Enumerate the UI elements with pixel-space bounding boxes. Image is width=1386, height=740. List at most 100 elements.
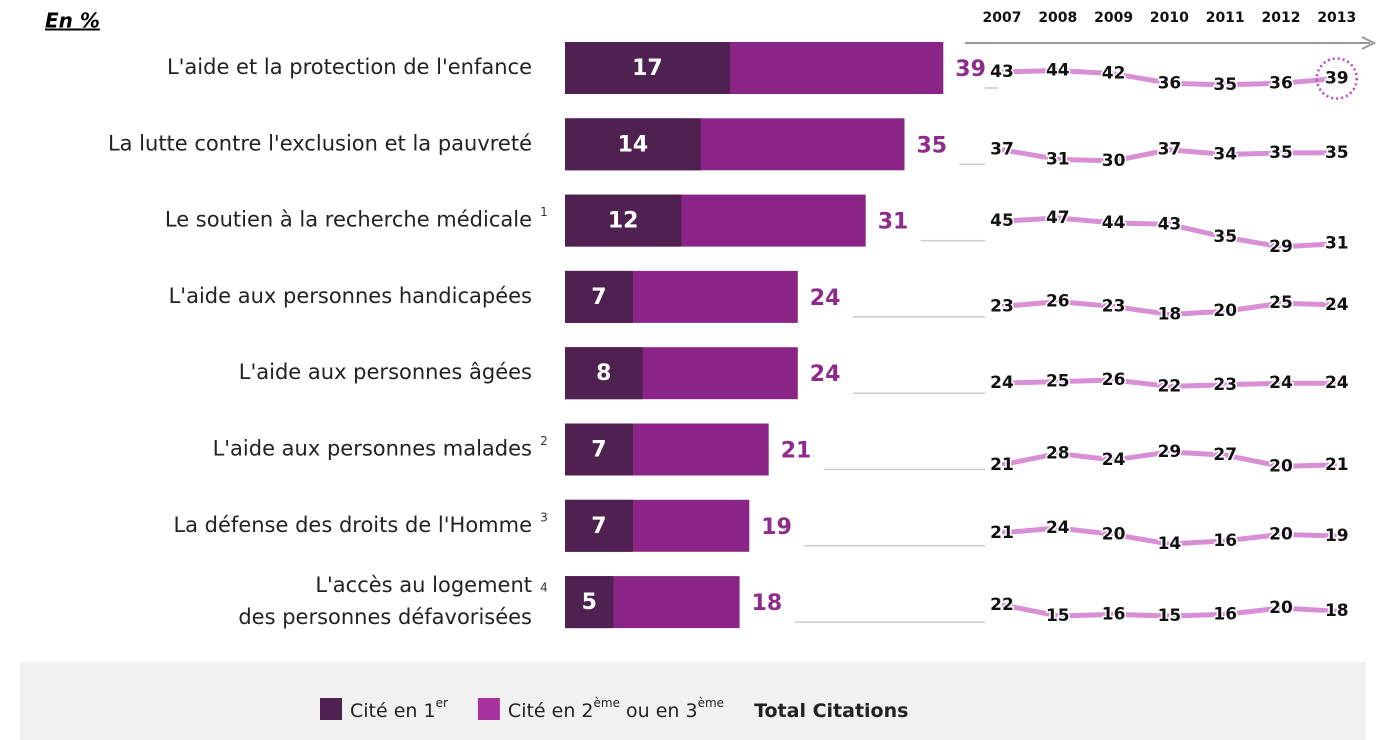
- trend-value: 16: [1213, 531, 1237, 551]
- trend-value: 44: [1102, 213, 1126, 233]
- trend-value: 16: [1213, 604, 1237, 624]
- year-label: 2010: [1150, 10, 1189, 26]
- first-label: 17: [632, 56, 663, 81]
- total-label: 39: [955, 57, 986, 82]
- trend-value: 18: [1325, 601, 1349, 621]
- category-label: L'aide aux personnes handicapées: [169, 284, 532, 308]
- trend-value: 36: [1158, 73, 1182, 93]
- trend-value: 39: [1325, 68, 1349, 88]
- year-label: 2007: [983, 10, 1022, 26]
- total-label: 18: [752, 591, 783, 616]
- trend-value: 30: [1102, 151, 1126, 171]
- trend-value: 45: [990, 211, 1014, 231]
- category-label: L'aide aux personnes âgées: [239, 360, 532, 384]
- trend-value: 44: [1046, 60, 1070, 80]
- category-label: des personnes défavorisées: [238, 605, 532, 629]
- highlight: [1315, 57, 1359, 100]
- trend-value: 22: [1158, 376, 1182, 396]
- trend-value: 31: [1325, 234, 1349, 254]
- trend-value: 31: [1046, 149, 1070, 169]
- trend-line: [1001, 215, 1337, 250]
- trend-value: 23: [990, 296, 1014, 316]
- first-label: 7: [591, 438, 606, 463]
- total-label: 21: [781, 439, 812, 464]
- arrow-head: [1361, 36, 1377, 50]
- trend-value: 23: [1213, 375, 1237, 395]
- bar-first: [565, 194, 682, 247]
- trend-line: [1001, 602, 1337, 619]
- year-label: 2009: [1094, 10, 1133, 26]
- trend-value: 29: [1158, 442, 1182, 462]
- trend-value: 24: [1102, 450, 1126, 470]
- trend-value: 42: [1102, 64, 1126, 84]
- trend-line: [1001, 377, 1337, 389]
- trend-line: [1001, 525, 1337, 547]
- trend-value: 20: [1269, 598, 1293, 618]
- trend-value: 35: [1325, 143, 1349, 163]
- trend-line: [1001, 67, 1338, 88]
- trend-value: 14: [1158, 534, 1182, 554]
- trend-value: 24: [1269, 373, 1293, 393]
- first-label: 14: [618, 132, 649, 157]
- total-label: 24: [810, 286, 841, 311]
- trend-value: 19: [1325, 526, 1349, 546]
- legend-part: ème: [594, 696, 620, 710]
- trend-value: 28: [1046, 444, 1070, 464]
- trend-line: [1001, 147, 1337, 164]
- trend-value: 24: [1325, 295, 1349, 315]
- trend-value: 47: [1046, 208, 1070, 228]
- trend-value: 18: [1158, 304, 1182, 324]
- legend-swatch: [477, 698, 500, 720]
- first-label: 7: [591, 514, 606, 539]
- trend-value: 35: [1269, 143, 1293, 163]
- trend-value: 43: [1158, 214, 1182, 234]
- legend-swatch: [320, 698, 342, 720]
- year-label: 2012: [1262, 10, 1301, 26]
- category-label: L'aide et la protection de l'enfance: [167, 55, 532, 79]
- legend-part: Cité en 2: [508, 700, 594, 722]
- first-label: 12: [608, 209, 639, 234]
- total-label: 24: [810, 362, 841, 387]
- trend-value: 37: [1158, 140, 1182, 160]
- trend-value: 22: [990, 595, 1014, 615]
- trend-value: 25: [1269, 293, 1293, 313]
- trend-value: 21: [990, 455, 1014, 475]
- trend-value: 24: [990, 373, 1014, 393]
- trend-value: 16: [1102, 604, 1126, 624]
- unit-label: En %: [45, 9, 100, 33]
- legend-box: [20, 662, 1366, 740]
- trend-value: 21: [1325, 455, 1349, 475]
- trend-line: [1001, 299, 1337, 317]
- total-label: 35: [917, 133, 948, 158]
- trend-value: 20: [1102, 524, 1126, 544]
- trend-value: 43: [990, 62, 1014, 82]
- legend-part: ème: [698, 696, 724, 710]
- first-label: 5: [582, 590, 597, 615]
- trend-value: 20: [1269, 524, 1293, 544]
- footnote-mark: 3: [540, 510, 548, 524]
- legend-part: er: [436, 696, 448, 710]
- footnote-mark: 1: [540, 205, 548, 219]
- trend-value: 26: [1046, 292, 1070, 312]
- bar-first: [565, 270, 633, 323]
- footnote-mark: 4: [540, 581, 548, 595]
- trend-line: [1001, 449, 1337, 469]
- category-label: L'accès au logement: [315, 573, 532, 597]
- bar-first: [565, 576, 614, 629]
- trend-value: 37: [990, 140, 1014, 160]
- legend-part: Cité en 1: [350, 700, 436, 722]
- bar-first: [565, 118, 701, 171]
- total-label: 19: [761, 515, 792, 540]
- category-label: L'aide aux personnes malades: [213, 437, 532, 461]
- trend-value: 35: [1213, 75, 1237, 95]
- trend-value: 23: [1102, 296, 1126, 316]
- trend-value: 26: [1102, 370, 1126, 390]
- trend-value: 20: [1269, 456, 1293, 476]
- category-label: La défense des droits de l'Homme: [173, 513, 532, 537]
- trend-value: 15: [1046, 606, 1070, 626]
- trend-value: 24: [1325, 373, 1349, 393]
- trend-value: 24: [1046, 518, 1070, 538]
- bar-first: [565, 347, 643, 400]
- bar-first: [565, 423, 633, 476]
